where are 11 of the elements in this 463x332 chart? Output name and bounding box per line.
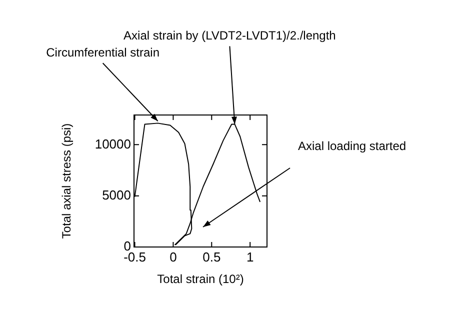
text: Axial loading started <box>298 139 406 153</box>
annotation: Circumferential strain <box>46 45 160 60</box>
y-tick-label: 0 <box>124 238 131 254</box>
y-tick-label: 5000 <box>102 187 131 202</box>
annotation: Axial strain by (LVDT2-LVDT1)/2./length <box>124 28 336 43</box>
x-tick-label: 0.5 <box>202 249 221 264</box>
x-axis-title: Total strain (10²) <box>157 272 244 286</box>
x-tick-label: 1 <box>246 249 254 264</box>
y-axis-title: Total axial stress (psi) <box>60 123 74 239</box>
x-tick-label: 0 <box>170 249 177 264</box>
y-tick-label: 10000 <box>94 136 131 152</box>
